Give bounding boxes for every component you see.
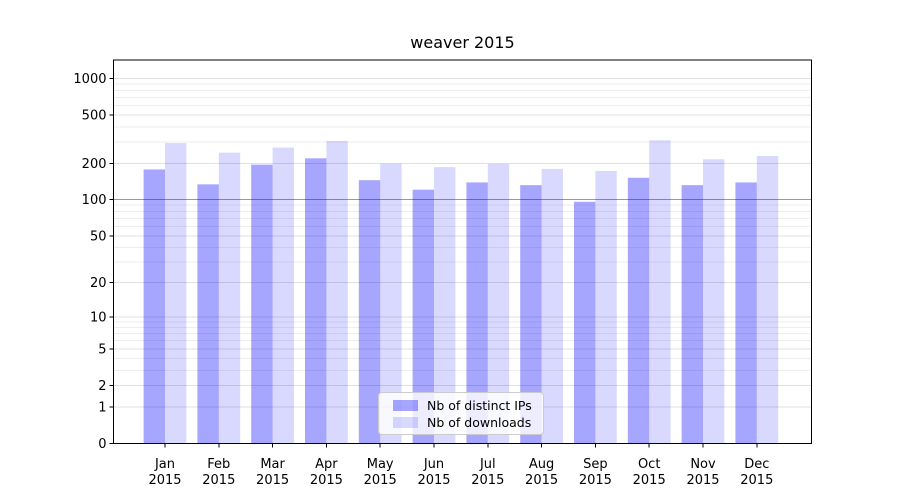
x-tick-label-year: 2015 [310, 473, 343, 488]
x-tick-label-month: Dec [744, 457, 769, 472]
bar-nb-of-downloads-mar [272, 147, 294, 444]
x-tick-label-year: 2015 [740, 473, 773, 488]
x-tick-label-month: Nov [690, 457, 716, 472]
bar-nb-of-downloads-dec [756, 155, 779, 444]
y-tick-label: 1 [98, 400, 106, 415]
bar-nb-of-distinct-ips-aug [520, 185, 542, 444]
x-tick-label-month: Oct [638, 457, 660, 472]
x-tick-label-month: Aug [529, 457, 554, 472]
bar-nb-of-downloads-oct [649, 140, 671, 444]
y-tick-label: 0 [98, 437, 106, 452]
x-tick-label-month: Mar [260, 457, 285, 472]
legend-swatch-distinct-ips [393, 400, 418, 411]
x-tick-label-month: May [367, 457, 394, 472]
bar-nb-of-distinct-ips-apr [305, 158, 327, 444]
y-tick-label: 1000 [73, 72, 106, 87]
x-tick-label-month: Feb [207, 457, 230, 472]
bar-nb-of-downloads-may [380, 163, 402, 444]
bar-nb-of-downloads-feb [218, 152, 241, 444]
bar-nb-of-distinct-ips-dec [735, 182, 757, 444]
plot-frame [113, 59, 812, 444]
bar-nb-of-distinct-ips-oct [627, 177, 650, 444]
x-tick-label-year: 2015 [633, 473, 666, 488]
x-tick-label-year: 2015 [686, 473, 719, 488]
bar-nb-of-distinct-ips-jan [143, 169, 165, 444]
x-tick-label-year: 2015 [417, 473, 450, 488]
x-tick-label-year: 2015 [471, 473, 504, 488]
bar-nb-of-downloads-sep [595, 170, 617, 444]
bar-nb-of-distinct-ips-sep [574, 201, 596, 444]
bar-nb-of-distinct-ips-jul [466, 182, 488, 444]
x-tick-label-month: Jun [423, 457, 444, 472]
legend-swatch-downloads [393, 417, 418, 428]
bar-nb-of-distinct-ips-jun [412, 189, 434, 444]
x-tick-label-month: Apr [315, 457, 338, 472]
legend: Nb of distinct IPs Nb of downloads [378, 392, 544, 435]
bar-nb-of-downloads-jun [434, 167, 456, 444]
x-tick-label-year: 2015 [202, 473, 235, 488]
chart-title: weaver 2015 [410, 33, 515, 52]
legend-label-distinct-ips: Nb of distinct IPs [427, 398, 532, 413]
bar-nb-of-downloads-aug [541, 168, 563, 444]
y-tick-label: 50 [90, 229, 107, 244]
bar-nb-of-downloads-jan [165, 143, 187, 444]
x-tick-label-month: Jan [154, 457, 175, 472]
x-tick-label-month: Sep [583, 457, 608, 472]
bar-nb-of-distinct-ips-mar [251, 164, 273, 444]
y-tick-label: 200 [82, 157, 107, 172]
x-tick-label-year: 2015 [256, 473, 289, 488]
bar-nb-of-distinct-ips-feb [197, 184, 219, 444]
y-tick-label: 5 [98, 342, 106, 357]
bar-nb-of-downloads-nov [703, 159, 725, 444]
x-tick-label-month: Jul [479, 457, 496, 472]
legend-entry-distinct-ips: Nb of distinct IPs [393, 397, 535, 414]
x-tick-label-year: 2015 [525, 473, 558, 488]
x-tick-label-year: 2015 [579, 473, 612, 488]
legend-entry-downloads: Nb of downloads [393, 414, 535, 431]
x-tick-label-year: 2015 [148, 473, 181, 488]
legend-label-downloads: Nb of downloads [427, 415, 532, 430]
bar-nb-of-distinct-ips-nov [681, 185, 703, 444]
y-tick-label: 500 [82, 109, 107, 124]
y-tick-label: 100 [82, 193, 107, 208]
y-tick-label: 2 [98, 379, 106, 394]
y-tick-label: 10 [90, 310, 107, 325]
bar-nb-of-distinct-ips-may [358, 180, 381, 444]
bar-nb-of-downloads-apr [326, 140, 348, 444]
y-tick-label: 20 [90, 276, 107, 291]
bar-nb-of-downloads-jul [487, 163, 510, 444]
x-tick-label-year: 2015 [364, 473, 397, 488]
